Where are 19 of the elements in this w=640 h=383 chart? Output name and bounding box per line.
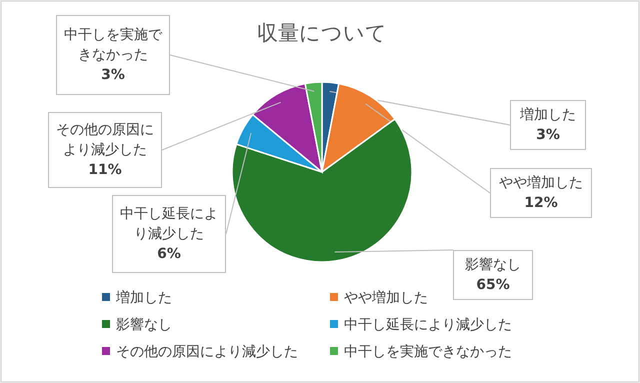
data-label: 3% [536, 126, 560, 145]
data-label: 6% [157, 245, 181, 264]
legend-label: 中干し延長により減少した [344, 317, 512, 333]
legend-label: その他の原因により減少した [116, 344, 298, 360]
slice-label: 中干しを実施できなかった [63, 26, 163, 65]
legend-label: 影響なし [116, 317, 172, 333]
legend-label: 増加した [115, 289, 172, 306]
chart-title: 収量について [257, 21, 387, 45]
slice-label: その他の原因により減少した [55, 121, 155, 160]
slice-label: 中干し延長により減少した [119, 205, 219, 244]
data-label: 12% [524, 194, 558, 213]
data-label: 65% [476, 276, 510, 295]
legend-label: やや増加した [344, 289, 428, 306]
data-label: 11% [88, 161, 122, 180]
legend-label: 中干しを実施できなかった [344, 344, 512, 360]
slice-label: 影響なし [465, 256, 521, 275]
data-label: 3% [101, 66, 125, 85]
slice-label: 増加した [520, 106, 576, 125]
slice-label: やや増加した [499, 174, 583, 193]
